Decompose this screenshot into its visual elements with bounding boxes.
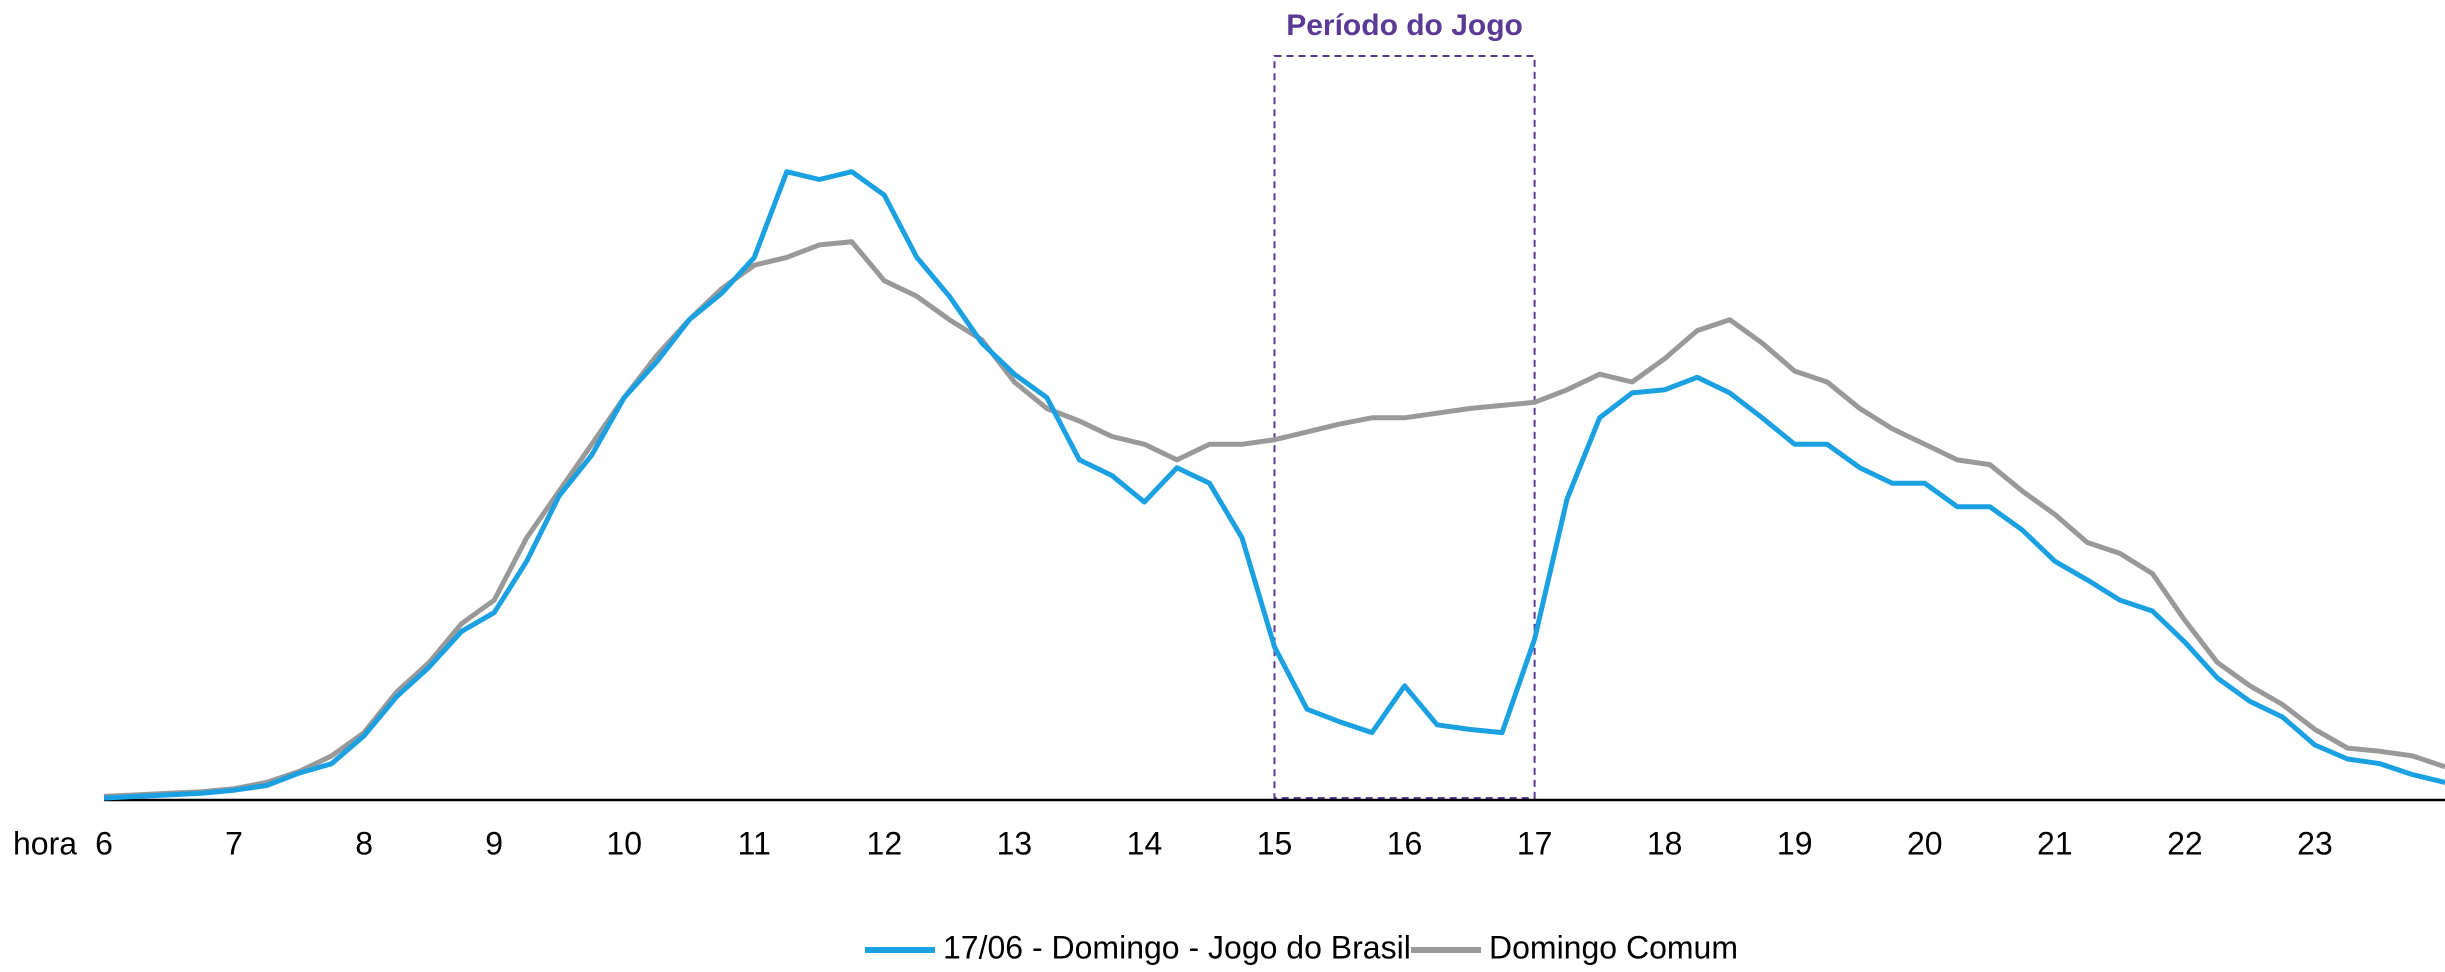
x-tick-label: 12 xyxy=(867,825,903,861)
x-tick-label: 11 xyxy=(738,825,771,861)
x-tick-label: 20 xyxy=(1907,825,1943,861)
x-tick-label: 7 xyxy=(225,825,243,861)
x-tick-label: 8 xyxy=(355,825,373,861)
x-tick-label: 16 xyxy=(1387,825,1423,861)
game-period-box xyxy=(1273,55,1536,799)
series-line xyxy=(103,169,2445,801)
annotation-label: Período do Jogo xyxy=(1286,9,1523,42)
x-axis-label: hora xyxy=(13,825,77,861)
x-tick-label: 18 xyxy=(1647,825,1683,861)
x-tick-label: 6 xyxy=(95,825,113,861)
x-tick-label: 14 xyxy=(1127,825,1163,861)
legend-label: Domingo Comum xyxy=(1489,929,1738,965)
x-tick-label: 23 xyxy=(2297,825,2333,861)
x-tick-label: 9 xyxy=(485,825,503,861)
x-tick-label: 15 xyxy=(1257,825,1293,861)
x-tick-label: 13 xyxy=(997,825,1033,861)
x-tick-label: 17 xyxy=(1517,825,1553,861)
x-tick-label: 19 xyxy=(1777,825,1813,861)
x-tick-label: 22 xyxy=(2167,825,2203,861)
x-tick-label: 10 xyxy=(606,825,642,861)
series-line xyxy=(103,239,2445,799)
x-tick-label: 21 xyxy=(2037,825,2073,861)
legend-label: 17/06 - Domingo - Jogo do Brasil xyxy=(943,929,1411,965)
